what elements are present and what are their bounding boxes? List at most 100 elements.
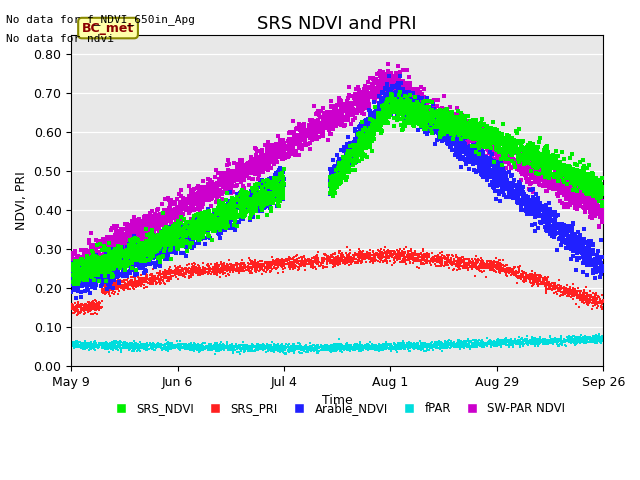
Point: [278, 260, 289, 267]
Point: [317, 105, 328, 112]
Point: [235, 261, 245, 268]
Point: [584, 297, 595, 304]
Point: [227, 340, 237, 348]
Point: [579, 337, 589, 345]
Point: [354, 253, 364, 261]
Point: [368, 122, 378, 130]
Point: [515, 273, 525, 280]
Point: [125, 269, 135, 277]
Point: [239, 347, 249, 354]
Point: [426, 122, 436, 130]
Point: [499, 336, 509, 344]
Point: [440, 125, 450, 132]
Point: [161, 343, 171, 351]
Point: [444, 139, 454, 146]
Point: [308, 132, 318, 139]
Point: [123, 251, 133, 259]
Point: [78, 301, 88, 309]
Point: [531, 278, 541, 286]
Point: [229, 261, 239, 269]
Point: [193, 262, 204, 270]
Point: [477, 341, 487, 348]
Point: [67, 300, 77, 308]
Point: [193, 221, 203, 229]
Point: [466, 343, 476, 350]
Point: [138, 251, 148, 258]
Point: [435, 249, 445, 257]
Point: [247, 197, 257, 204]
Point: [525, 273, 535, 280]
Point: [305, 119, 316, 127]
Point: [365, 342, 375, 349]
Point: [375, 258, 385, 266]
Point: [136, 275, 146, 282]
Point: [572, 200, 582, 207]
Point: [222, 260, 232, 268]
Point: [415, 114, 426, 121]
Point: [271, 184, 282, 192]
Point: [232, 165, 243, 172]
Point: [455, 130, 465, 138]
Point: [465, 120, 476, 127]
Point: [381, 346, 391, 353]
Point: [110, 247, 120, 254]
Point: [583, 201, 593, 208]
Point: [362, 139, 372, 146]
Point: [308, 345, 319, 353]
Point: [533, 156, 543, 164]
Point: [458, 145, 468, 153]
Point: [262, 264, 273, 272]
Point: [198, 218, 208, 226]
Point: [134, 344, 144, 351]
Point: [204, 221, 214, 228]
Point: [440, 260, 451, 268]
Point: [531, 213, 541, 220]
Point: [228, 343, 239, 351]
Point: [500, 342, 511, 349]
Point: [364, 134, 374, 142]
Point: [431, 124, 442, 132]
Point: [458, 122, 468, 130]
Point: [579, 164, 589, 172]
Point: [463, 133, 473, 141]
Point: [575, 290, 586, 298]
Point: [199, 269, 209, 277]
Point: [118, 240, 128, 248]
Point: [266, 187, 276, 194]
Point: [228, 264, 239, 271]
Point: [381, 114, 391, 122]
Point: [70, 247, 81, 255]
Point: [448, 120, 458, 127]
Point: [513, 148, 524, 156]
Point: [148, 276, 159, 283]
Point: [240, 263, 250, 270]
Point: [126, 247, 136, 254]
Point: [460, 114, 470, 122]
Point: [456, 255, 466, 263]
Point: [471, 336, 481, 344]
Point: [117, 233, 127, 240]
Point: [420, 104, 430, 111]
Point: [445, 115, 456, 123]
Point: [575, 336, 585, 344]
Point: [468, 342, 479, 350]
Point: [534, 138, 544, 146]
Point: [595, 253, 605, 261]
Point: [497, 337, 508, 345]
Point: [220, 176, 230, 184]
Point: [562, 180, 572, 188]
Point: [340, 345, 351, 352]
Point: [80, 268, 90, 276]
Point: [243, 263, 253, 270]
Point: [564, 335, 575, 343]
Point: [88, 311, 99, 318]
Point: [239, 346, 250, 354]
Point: [415, 121, 426, 129]
Point: [515, 274, 525, 281]
Point: [111, 254, 122, 262]
Point: [394, 108, 404, 115]
Point: [277, 150, 287, 157]
Point: [104, 278, 115, 286]
Point: [258, 154, 268, 162]
Point: [388, 339, 399, 347]
